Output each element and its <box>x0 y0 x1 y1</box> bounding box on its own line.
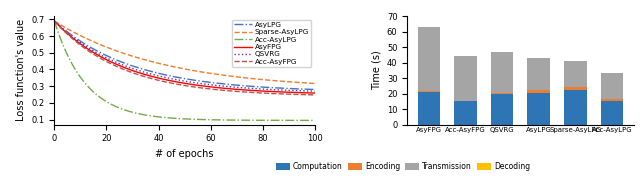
AsyFPG <box>191 84 199 86</box>
Sparse-AsyLPG <box>174 67 182 69</box>
Bar <box>454 101 477 125</box>
Legend: AsyLPG, Sparse-AsyLPG, Acc-AsyLPG, AsyFPG, QSVRG, Acc-AsyFPG: AsyLPG, Sparse-AsyLPG, Acc-AsyLPG, AsyFP… <box>232 20 311 67</box>
Bar <box>564 61 587 87</box>
Y-axis label: Time (s): Time (s) <box>371 50 381 90</box>
Bar <box>417 27 440 91</box>
Y-axis label: Loss function's value: Loss function's value <box>16 19 26 121</box>
QSVRG <box>264 88 271 90</box>
AsyLPG <box>311 88 319 91</box>
QSVRG <box>205 83 213 86</box>
QSVRG <box>176 79 184 81</box>
Sparse-AsyLPG <box>264 79 271 81</box>
Acc-AsyLPG <box>174 117 182 120</box>
AsyLPG <box>174 76 182 78</box>
Acc-AsyFPG <box>174 83 182 85</box>
QSVRG <box>305 90 312 92</box>
Acc-AsyLPG <box>305 119 312 121</box>
Bar <box>454 56 477 101</box>
Sparse-AsyLPG <box>305 82 312 84</box>
Bar <box>417 91 440 92</box>
Bar <box>491 52 513 53</box>
Acc-AsyLPG <box>264 119 271 121</box>
AsyLPG <box>51 20 58 22</box>
AsyLPG <box>305 88 312 90</box>
QSVRG <box>311 90 319 92</box>
QSVRG <box>191 82 199 84</box>
Bar <box>600 73 623 99</box>
Sparse-AsyLPG <box>191 70 199 72</box>
Sparse-AsyLPG <box>51 20 58 22</box>
Bar <box>527 90 550 93</box>
Line: QSVRG: QSVRG <box>54 21 315 91</box>
Line: Acc-AsyFPG: Acc-AsyFPG <box>54 21 315 95</box>
QSVRG <box>51 20 58 22</box>
AsyFPG <box>174 81 182 83</box>
Acc-AsyFPG <box>51 20 58 22</box>
Sparse-AsyLPG <box>176 67 184 69</box>
Bar <box>491 53 513 93</box>
AsyFPG <box>305 92 312 94</box>
Acc-AsyFPG <box>311 94 319 96</box>
Line: AsyLPG: AsyLPG <box>54 21 315 90</box>
Bar <box>600 99 623 101</box>
Acc-AsyLPG <box>205 119 213 121</box>
Sparse-AsyLPG <box>205 72 213 74</box>
AsyFPG <box>205 86 213 88</box>
Bar <box>527 93 550 125</box>
Bar <box>564 87 587 90</box>
Acc-AsyLPG <box>311 119 319 121</box>
AsyLPG <box>264 86 271 88</box>
X-axis label: # of epochs: # of epochs <box>156 149 214 159</box>
AsyLPG <box>176 77 184 79</box>
AsyLPG <box>205 81 213 83</box>
Acc-AsyFPG <box>191 86 199 88</box>
Acc-AsyFPG <box>205 88 213 90</box>
AsyFPG <box>311 92 319 94</box>
QSVRG <box>174 79 182 81</box>
Line: AsyFPG: AsyFPG <box>54 21 315 93</box>
Bar <box>417 92 440 125</box>
Bar <box>491 93 513 94</box>
Acc-AsyLPG <box>176 117 184 120</box>
Bar <box>491 94 513 125</box>
AsyFPG <box>176 81 184 83</box>
Acc-AsyLPG <box>51 20 58 22</box>
Sparse-AsyLPG <box>311 82 319 85</box>
Acc-AsyLPG <box>191 118 199 120</box>
Acc-AsyFPG <box>305 94 312 96</box>
Acc-AsyFPG <box>176 84 184 86</box>
Bar <box>564 90 587 125</box>
Line: Sparse-AsyLPG: Sparse-AsyLPG <box>54 21 315 83</box>
Bar <box>600 101 623 125</box>
AsyFPG <box>264 90 271 92</box>
Acc-AsyFPG <box>264 92 271 94</box>
Legend: Computation, Encoding, Transmission, Decoding: Computation, Encoding, Transmission, Dec… <box>273 159 533 174</box>
AsyFPG <box>51 20 58 22</box>
Bar <box>527 58 550 90</box>
AsyLPG <box>191 79 199 81</box>
Line: Acc-AsyLPG: Acc-AsyLPG <box>54 21 315 120</box>
